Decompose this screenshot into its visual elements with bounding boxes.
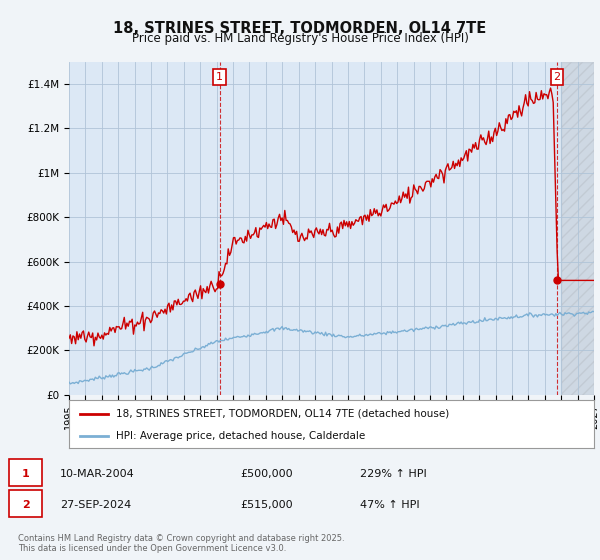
Point xyxy=(215,279,224,288)
Text: 18, STRINES STREET, TODMORDEN, OL14 7TE (detached house): 18, STRINES STREET, TODMORDEN, OL14 7TE … xyxy=(116,409,449,419)
Text: £500,000: £500,000 xyxy=(240,469,293,479)
Text: 229% ↑ HPI: 229% ↑ HPI xyxy=(360,469,427,479)
Text: 1: 1 xyxy=(216,72,223,82)
Text: HPI: Average price, detached house, Calderdale: HPI: Average price, detached house, Cald… xyxy=(116,431,365,441)
Text: Price paid vs. HM Land Registry's House Price Index (HPI): Price paid vs. HM Land Registry's House … xyxy=(131,32,469,45)
Point xyxy=(552,276,562,285)
Text: 2: 2 xyxy=(22,500,29,510)
Text: 2: 2 xyxy=(553,72,560,82)
Text: 18, STRINES STREET, TODMORDEN, OL14 7TE: 18, STRINES STREET, TODMORDEN, OL14 7TE xyxy=(113,21,487,36)
Text: Contains HM Land Registry data © Crown copyright and database right 2025.
This d: Contains HM Land Registry data © Crown c… xyxy=(18,534,344,553)
Text: 10-MAR-2004: 10-MAR-2004 xyxy=(60,469,135,479)
Text: 27-SEP-2024: 27-SEP-2024 xyxy=(60,500,131,510)
Bar xyxy=(561,62,594,395)
Text: £515,000: £515,000 xyxy=(240,500,293,510)
Text: 1: 1 xyxy=(22,469,29,479)
Text: 47% ↑ HPI: 47% ↑ HPI xyxy=(360,500,419,510)
